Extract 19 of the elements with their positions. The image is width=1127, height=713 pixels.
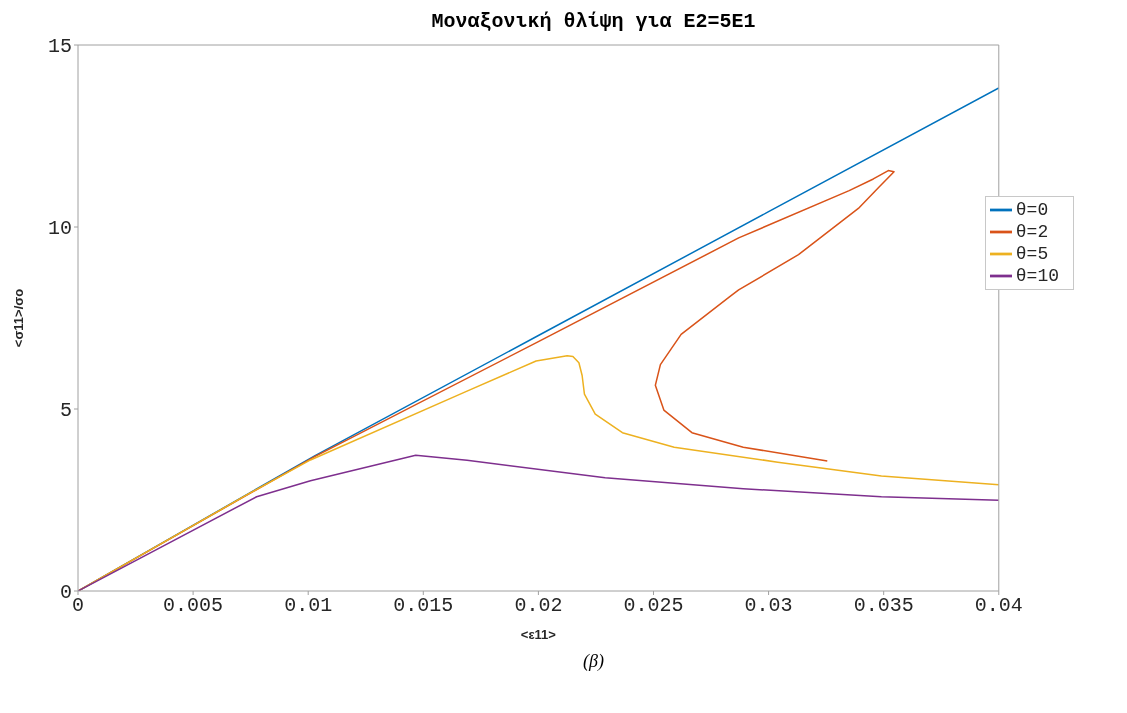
y-tick-label: 15 [47, 35, 72, 59]
x-tick-label: 0.035 [853, 594, 914, 618]
chart-title: Μοναξονική θλίψη για E2=5E1 [430, 9, 757, 35]
x-tick-label: 0.02 [514, 594, 563, 618]
x-tick-label: 0.005 [163, 594, 224, 618]
text: (β) [582, 651, 605, 672]
x-axis-title: <ε11> [520, 627, 557, 642]
legend-label: θ=10 [1015, 265, 1059, 286]
legend-label: θ=5 [1015, 243, 1049, 264]
x-tick-label: 0.01 [284, 594, 333, 618]
legend-label: θ=0 [1015, 199, 1049, 220]
x-tick-label: 0.04 [974, 594, 1023, 618]
y-tick-label: 10 [47, 217, 72, 241]
y-axis-title: <σ11>/σo [10, 288, 26, 348]
x-tick-label: 0.015 [393, 594, 454, 618]
x-tick-label: 0.03 [744, 594, 793, 618]
legend-label: θ=2 [1015, 221, 1049, 242]
y-tick-label: 5 [59, 399, 72, 423]
x-tick-label: 0.025 [623, 594, 684, 618]
